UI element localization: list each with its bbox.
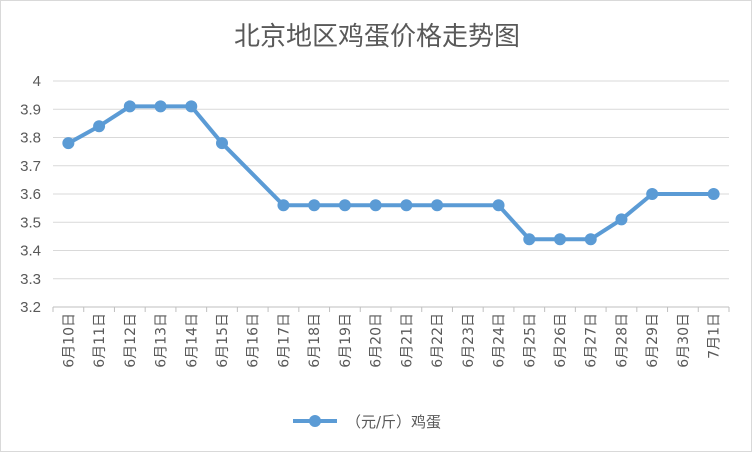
y-tick-label: 3.5 bbox=[20, 214, 41, 231]
x-tick-label: 6月21日 bbox=[399, 313, 415, 368]
y-tick-label: 4 bbox=[33, 73, 41, 90]
data-point bbox=[277, 199, 290, 212]
x-tick-label: 6月22日 bbox=[430, 313, 446, 368]
data-point bbox=[492, 199, 505, 212]
y-tick-label: 3.9 bbox=[20, 101, 41, 118]
legend: （元/斤）鸡蛋 bbox=[293, 413, 441, 431]
x-tick-label: 6月20日 bbox=[369, 313, 385, 368]
data-point bbox=[584, 233, 597, 246]
data-point bbox=[400, 199, 413, 212]
data-point bbox=[523, 233, 536, 246]
data-point bbox=[93, 120, 106, 133]
gridlines bbox=[53, 80, 729, 308]
data-point bbox=[308, 199, 321, 212]
x-tick-label: 6月16日 bbox=[246, 313, 262, 368]
data-point bbox=[707, 188, 720, 200]
y-tick-label: 3.8 bbox=[20, 130, 41, 147]
legend-dot-marker bbox=[309, 415, 321, 427]
x-tick-label: 6月28日 bbox=[614, 313, 630, 368]
x-tick-label: 6月13日 bbox=[154, 313, 170, 368]
data-point bbox=[123, 100, 136, 113]
x-tick-label: 6月30日 bbox=[676, 313, 692, 368]
data-point bbox=[369, 199, 382, 212]
x-axis: 6月10日 6月11日 6月12日 6月13日 6月14日 6月15日 6月16日 6月17日… bbox=[52, 306, 730, 368]
x-tick-label: 7月1日 bbox=[707, 313, 723, 359]
data-point bbox=[185, 100, 198, 113]
data-point bbox=[615, 213, 628, 226]
x-tick-label: 6月27日 bbox=[584, 313, 600, 368]
legend-label: （元/斤）鸡蛋 bbox=[346, 413, 441, 431]
y-tick-label: 3.3 bbox=[20, 271, 41, 288]
y-tick-label: 3.4 bbox=[20, 243, 41, 260]
y-axis-ticks: 3.2 3.3 3.4 3.5 3.6 3.7 3.8 3.9 4 bbox=[20, 73, 41, 316]
data-point bbox=[431, 199, 444, 212]
x-tick-label: 6月29日 bbox=[645, 313, 661, 368]
data-point bbox=[62, 137, 75, 150]
x-tick-label: 6月18日 bbox=[307, 313, 323, 368]
data-point bbox=[338, 199, 351, 212]
x-tick-label: 6月15日 bbox=[215, 313, 231, 368]
x-tick-label: 6月24日 bbox=[492, 313, 508, 368]
series-group bbox=[62, 100, 720, 246]
x-tick-label: 6月12日 bbox=[123, 313, 139, 368]
y-tick-label: 3.2 bbox=[20, 299, 41, 316]
data-point bbox=[554, 233, 566, 246]
x-tick-label: 6月25日 bbox=[522, 313, 538, 368]
y-tick-label: 3.6 bbox=[20, 186, 41, 203]
x-tick-label: 6月11日 bbox=[92, 313, 108, 368]
y-tick-label: 3.7 bbox=[20, 158, 41, 175]
x-tick-label: 6月19日 bbox=[338, 313, 354, 368]
chart-title: 北京地区鸡蛋价格走势图 bbox=[234, 22, 520, 52]
data-point bbox=[216, 137, 228, 150]
x-tick-label: 6月17日 bbox=[276, 313, 292, 368]
x-tick-label: 6月23日 bbox=[461, 313, 477, 368]
x-tick-label: 6月14日 bbox=[184, 313, 200, 368]
x-tick-label: 6月26日 bbox=[553, 313, 569, 368]
data-point bbox=[154, 100, 167, 113]
data-point bbox=[646, 188, 659, 200]
x-tick-label: 6月10日 bbox=[61, 313, 77, 368]
